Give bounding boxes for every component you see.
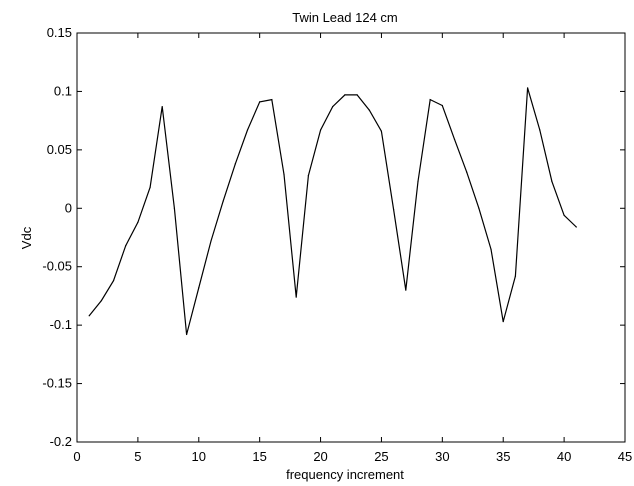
x-tick-label: 45	[618, 449, 632, 464]
x-tick-label: 15	[252, 449, 266, 464]
series-line	[88, 87, 577, 335]
data-point	[551, 180, 553, 182]
y-axis-label: Vdc	[19, 226, 34, 249]
data-point	[344, 94, 346, 96]
x-axis: 0 5 10 15 20 25 30 35 40 45	[73, 33, 632, 464]
y-tick-label: -0.15	[42, 376, 72, 391]
data-point	[429, 99, 431, 101]
y-tick-label: 0.05	[47, 142, 72, 157]
data-point	[575, 226, 577, 228]
x-tick-label: 30	[435, 449, 449, 464]
data-point	[259, 101, 261, 103]
data-point	[563, 214, 565, 216]
x-axis-label: frequency increment	[286, 467, 404, 482]
data-point	[393, 208, 395, 211]
data-point	[161, 106, 163, 108]
data-point	[246, 129, 249, 131]
x-tick-label: 0	[73, 449, 80, 464]
x-tick-label: 40	[557, 449, 571, 464]
data-point	[307, 175, 309, 177]
data-point	[88, 315, 90, 317]
data-point	[417, 180, 419, 182]
data-point	[368, 109, 370, 111]
data-point	[490, 248, 492, 250]
data-point	[320, 129, 322, 131]
data-point	[222, 200, 224, 202]
x-tick-label: 25	[374, 449, 388, 464]
data-point	[137, 221, 139, 223]
data-point	[125, 245, 127, 247]
data-point	[405, 289, 407, 291]
x-tick-label: 5	[134, 449, 141, 464]
y-tick-label: 0.15	[47, 25, 72, 40]
data-point	[234, 163, 236, 165]
y-axis: 0.15 0.1 0.05 0 -0.05 -0.1 -0.15 -0.2	[42, 25, 625, 449]
y-tick-label: -0.1	[50, 317, 72, 332]
data-point	[539, 129, 541, 131]
data-point	[112, 280, 115, 282]
y-tick-label: -0.2	[50, 434, 72, 449]
x-tick-label: 20	[313, 449, 327, 464]
y-tick-label: 0	[65, 200, 72, 215]
data-point	[441, 104, 443, 107]
plot-area	[76, 32, 626, 443]
data-point	[453, 138, 456, 140]
data-point	[478, 207, 480, 209]
chart-title: Twin Lead 124 cm	[292, 10, 398, 25]
data-point	[271, 99, 273, 101]
data-point	[210, 240, 212, 242]
data-point	[149, 186, 151, 188]
data-point	[527, 87, 529, 89]
data-point	[173, 207, 175, 209]
x-tick-label: 10	[192, 449, 206, 464]
data-point	[380, 130, 382, 132]
data-point	[502, 321, 504, 323]
data-point	[332, 106, 334, 108]
data-point	[295, 296, 297, 298]
data-point	[283, 173, 285, 175]
data-point	[514, 275, 517, 277]
y-tick-label: 0.1	[54, 83, 72, 98]
data-point	[466, 171, 468, 173]
x-tick-label: 35	[496, 449, 510, 464]
data-point	[356, 94, 358, 96]
data-point	[198, 287, 200, 289]
data-point	[186, 333, 188, 336]
series-layer	[88, 87, 577, 336]
y-tick-label: -0.05	[42, 259, 72, 274]
data-point	[100, 300, 102, 302]
